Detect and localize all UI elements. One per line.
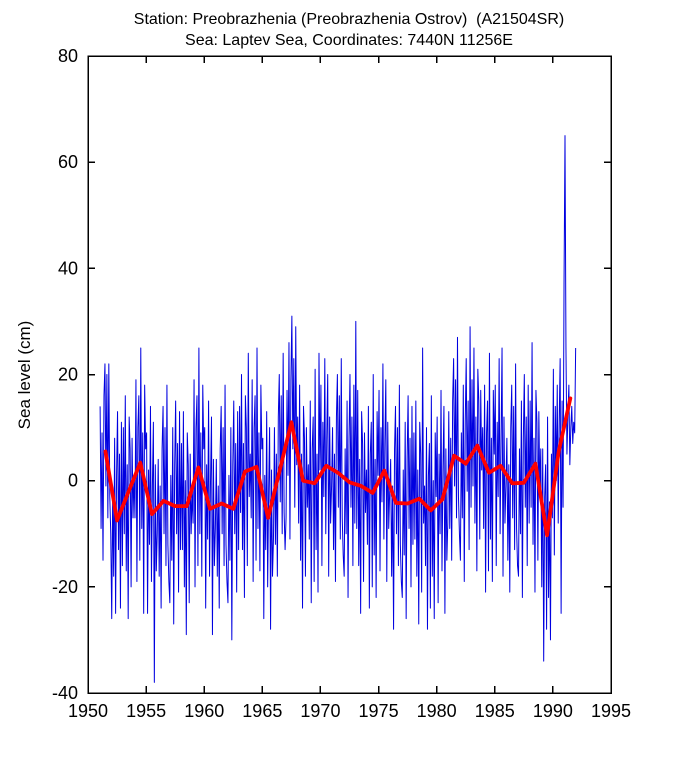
y-axis-label: Sea level (cm) xyxy=(15,321,34,430)
y-tick-label: 40 xyxy=(58,258,78,278)
y-tick-label: 0 xyxy=(68,471,78,491)
x-tick-label: 1985 xyxy=(475,701,515,721)
x-tick-label: 1995 xyxy=(591,701,631,721)
y-tick-label: 60 xyxy=(58,152,78,172)
chart-title: Station: Preobrazhenia (Preobrazhenia Os… xyxy=(134,11,564,28)
x-tick-label: 1970 xyxy=(300,701,340,721)
x-tick-label: 1980 xyxy=(417,701,457,721)
x-tick-label: 1975 xyxy=(359,701,399,721)
x-tick-label: 1955 xyxy=(126,701,166,721)
x-tick-label: 1960 xyxy=(184,701,224,721)
y-tick-label: -40 xyxy=(52,683,78,703)
x-tick-label: 1950 xyxy=(68,701,108,721)
monthly-series-line xyxy=(99,135,577,683)
plot-area: 1950 1955 1960 1965 1970 1975 1980 1985 1990 1995… xyxy=(52,46,631,721)
chart-subtitle: Sea: Laptev Sea, Coordinates: 7440N 1125… xyxy=(185,32,513,49)
x-tick-label: 1965 xyxy=(242,701,282,721)
y-tick-label: 80 xyxy=(58,46,78,66)
y-tick-label: 20 xyxy=(58,365,78,385)
y-tick-label: -20 xyxy=(52,577,78,597)
annual-mean-line xyxy=(103,396,573,538)
x-tick-label: 1990 xyxy=(533,701,573,721)
